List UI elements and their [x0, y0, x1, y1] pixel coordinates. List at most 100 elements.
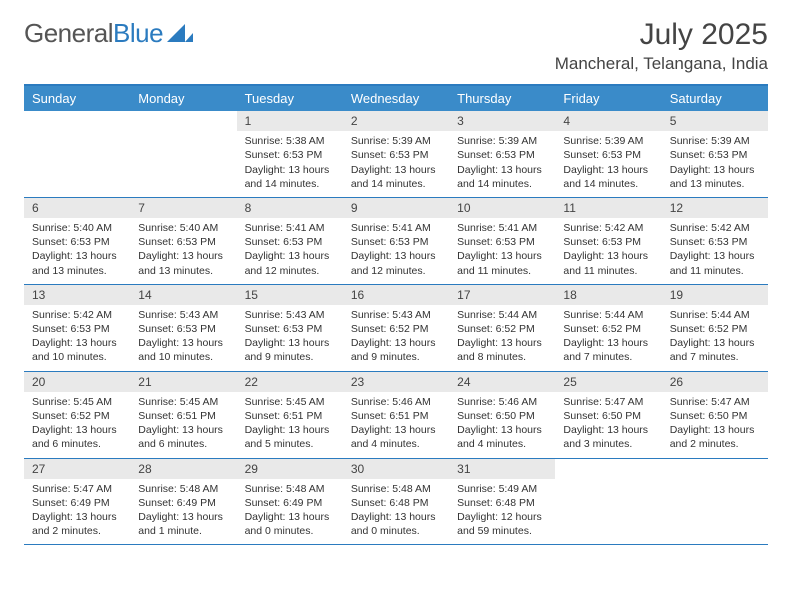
sunrise-text: Sunrise: 5:46 AM [457, 395, 547, 409]
day-cell [555, 459, 661, 545]
day-details: Sunrise: 5:38 AMSunset: 6:53 PMDaylight:… [237, 131, 343, 197]
day-cell [130, 111, 236, 197]
day-cell: 24Sunrise: 5:46 AMSunset: 6:50 PMDayligh… [449, 372, 555, 458]
sunset-text: Sunset: 6:53 PM [670, 148, 760, 162]
day-cell: 28Sunrise: 5:48 AMSunset: 6:49 PMDayligh… [130, 459, 236, 545]
sunrise-text: Sunrise: 5:48 AM [138, 482, 228, 496]
page-title: July 2025 [555, 18, 768, 52]
day-number: 25 [555, 372, 661, 392]
day-cell: 6Sunrise: 5:40 AMSunset: 6:53 PMDaylight… [24, 198, 130, 284]
sunset-text: Sunset: 6:53 PM [563, 148, 653, 162]
day-cell: 13Sunrise: 5:42 AMSunset: 6:53 PMDayligh… [24, 285, 130, 371]
day-header-cell: Monday [130, 86, 236, 111]
logo-text-gray: General [24, 18, 113, 49]
week-row: 20Sunrise: 5:45 AMSunset: 6:52 PMDayligh… [24, 371, 768, 458]
day-details: Sunrise: 5:44 AMSunset: 6:52 PMDaylight:… [555, 305, 661, 371]
daylight-text: Daylight: 13 hours and 0 minutes. [245, 510, 335, 538]
daylight-text: Daylight: 13 hours and 12 minutes. [351, 249, 441, 277]
logo-icon [167, 18, 193, 49]
day-cell: 8Sunrise: 5:41 AMSunset: 6:53 PMDaylight… [237, 198, 343, 284]
title-block: July 2025 Mancheral, Telangana, India [555, 18, 768, 74]
day-details: Sunrise: 5:46 AMSunset: 6:50 PMDaylight:… [449, 392, 555, 458]
day-number: 18 [555, 285, 661, 305]
sunrise-text: Sunrise: 5:42 AM [563, 221, 653, 235]
day-cell: 12Sunrise: 5:42 AMSunset: 6:53 PMDayligh… [662, 198, 768, 284]
daylight-text: Daylight: 13 hours and 14 minutes. [563, 163, 653, 191]
day-details: Sunrise: 5:45 AMSunset: 6:52 PMDaylight:… [24, 392, 130, 458]
day-number: 5 [662, 111, 768, 131]
sunrise-text: Sunrise: 5:39 AM [563, 134, 653, 148]
day-number: 31 [449, 459, 555, 479]
day-details: Sunrise: 5:47 AMSunset: 6:50 PMDaylight:… [662, 392, 768, 458]
day-cell: 22Sunrise: 5:45 AMSunset: 6:51 PMDayligh… [237, 372, 343, 458]
day-number: 1 [237, 111, 343, 131]
day-number [130, 111, 236, 115]
sunrise-text: Sunrise: 5:42 AM [32, 308, 122, 322]
day-cell: 21Sunrise: 5:45 AMSunset: 6:51 PMDayligh… [130, 372, 236, 458]
sunset-text: Sunset: 6:53 PM [670, 235, 760, 249]
day-details: Sunrise: 5:45 AMSunset: 6:51 PMDaylight:… [130, 392, 236, 458]
sunset-text: Sunset: 6:53 PM [351, 148, 441, 162]
day-number: 16 [343, 285, 449, 305]
sunrise-text: Sunrise: 5:49 AM [457, 482, 547, 496]
day-details: Sunrise: 5:42 AMSunset: 6:53 PMDaylight:… [24, 305, 130, 371]
day-number: 27 [24, 459, 130, 479]
sunset-text: Sunset: 6:52 PM [32, 409, 122, 423]
day-details: Sunrise: 5:42 AMSunset: 6:53 PMDaylight:… [662, 218, 768, 284]
day-number: 24 [449, 372, 555, 392]
day-cell: 29Sunrise: 5:48 AMSunset: 6:49 PMDayligh… [237, 459, 343, 545]
day-number: 6 [24, 198, 130, 218]
header: GeneralBlue July 2025 Mancheral, Telanga… [24, 18, 768, 74]
sunrise-text: Sunrise: 5:44 AM [670, 308, 760, 322]
day-details: Sunrise: 5:48 AMSunset: 6:49 PMDaylight:… [130, 479, 236, 545]
day-number [24, 111, 130, 115]
week-row: 27Sunrise: 5:47 AMSunset: 6:49 PMDayligh… [24, 458, 768, 545]
day-cell: 5Sunrise: 5:39 AMSunset: 6:53 PMDaylight… [662, 111, 768, 197]
sunset-text: Sunset: 6:53 PM [32, 322, 122, 336]
sunrise-text: Sunrise: 5:48 AM [245, 482, 335, 496]
sunset-text: Sunset: 6:52 PM [351, 322, 441, 336]
daylight-text: Daylight: 13 hours and 8 minutes. [457, 336, 547, 364]
daylight-text: Daylight: 13 hours and 3 minutes. [563, 423, 653, 451]
day-cell: 11Sunrise: 5:42 AMSunset: 6:53 PMDayligh… [555, 198, 661, 284]
daylight-text: Daylight: 13 hours and 12 minutes. [245, 249, 335, 277]
day-number: 21 [130, 372, 236, 392]
sunrise-text: Sunrise: 5:44 AM [457, 308, 547, 322]
sunset-text: Sunset: 6:48 PM [351, 496, 441, 510]
day-details: Sunrise: 5:39 AMSunset: 6:53 PMDaylight:… [343, 131, 449, 197]
day-details: Sunrise: 5:43 AMSunset: 6:52 PMDaylight:… [343, 305, 449, 371]
calendar: Sunday Monday Tuesday Wednesday Thursday… [24, 84, 768, 545]
day-details: Sunrise: 5:47 AMSunset: 6:50 PMDaylight:… [555, 392, 661, 458]
sunrise-text: Sunrise: 5:39 AM [351, 134, 441, 148]
sunrise-text: Sunrise: 5:45 AM [32, 395, 122, 409]
day-number: 3 [449, 111, 555, 131]
day-cell: 9Sunrise: 5:41 AMSunset: 6:53 PMDaylight… [343, 198, 449, 284]
sunrise-text: Sunrise: 5:42 AM [670, 221, 760, 235]
day-number [555, 459, 661, 463]
sunrise-text: Sunrise: 5:43 AM [351, 308, 441, 322]
sunrise-text: Sunrise: 5:43 AM [245, 308, 335, 322]
sunset-text: Sunset: 6:52 PM [563, 322, 653, 336]
day-header-cell: Saturday [662, 86, 768, 111]
day-details: Sunrise: 5:48 AMSunset: 6:48 PMDaylight:… [343, 479, 449, 545]
daylight-text: Daylight: 13 hours and 11 minutes. [670, 249, 760, 277]
day-number: 22 [237, 372, 343, 392]
day-details: Sunrise: 5:49 AMSunset: 6:48 PMDaylight:… [449, 479, 555, 545]
day-cell: 18Sunrise: 5:44 AMSunset: 6:52 PMDayligh… [555, 285, 661, 371]
daylight-text: Daylight: 13 hours and 14 minutes. [351, 163, 441, 191]
sunrise-text: Sunrise: 5:48 AM [351, 482, 441, 496]
day-number: 4 [555, 111, 661, 131]
sunset-text: Sunset: 6:53 PM [245, 322, 335, 336]
day-number: 30 [343, 459, 449, 479]
sunrise-text: Sunrise: 5:45 AM [245, 395, 335, 409]
day-cell: 4 Sunrise: 5:39 AMSunset: 6:53 PMDaylight… [555, 111, 661, 197]
day-details: Sunrise: 5:45 AMSunset: 6:51 PMDaylight:… [237, 392, 343, 458]
day-cell: 1Sunrise: 5:38 AMSunset: 6:53 PMDaylight… [237, 111, 343, 197]
day-details: Sunrise: 5:39 AMSunset: 6:53 PMDaylight:… [662, 131, 768, 197]
sunrise-text: Sunrise: 5:39 AM [670, 134, 760, 148]
sunrise-text: Sunrise: 5:47 AM [32, 482, 122, 496]
day-cell: 23Sunrise: 5:46 AMSunset: 6:51 PMDayligh… [343, 372, 449, 458]
weeks-container: 1Sunrise: 5:38 AMSunset: 6:53 PMDaylight… [24, 111, 768, 544]
day-cell: 15Sunrise: 5:43 AMSunset: 6:53 PMDayligh… [237, 285, 343, 371]
sunset-text: Sunset: 6:53 PM [32, 235, 122, 249]
